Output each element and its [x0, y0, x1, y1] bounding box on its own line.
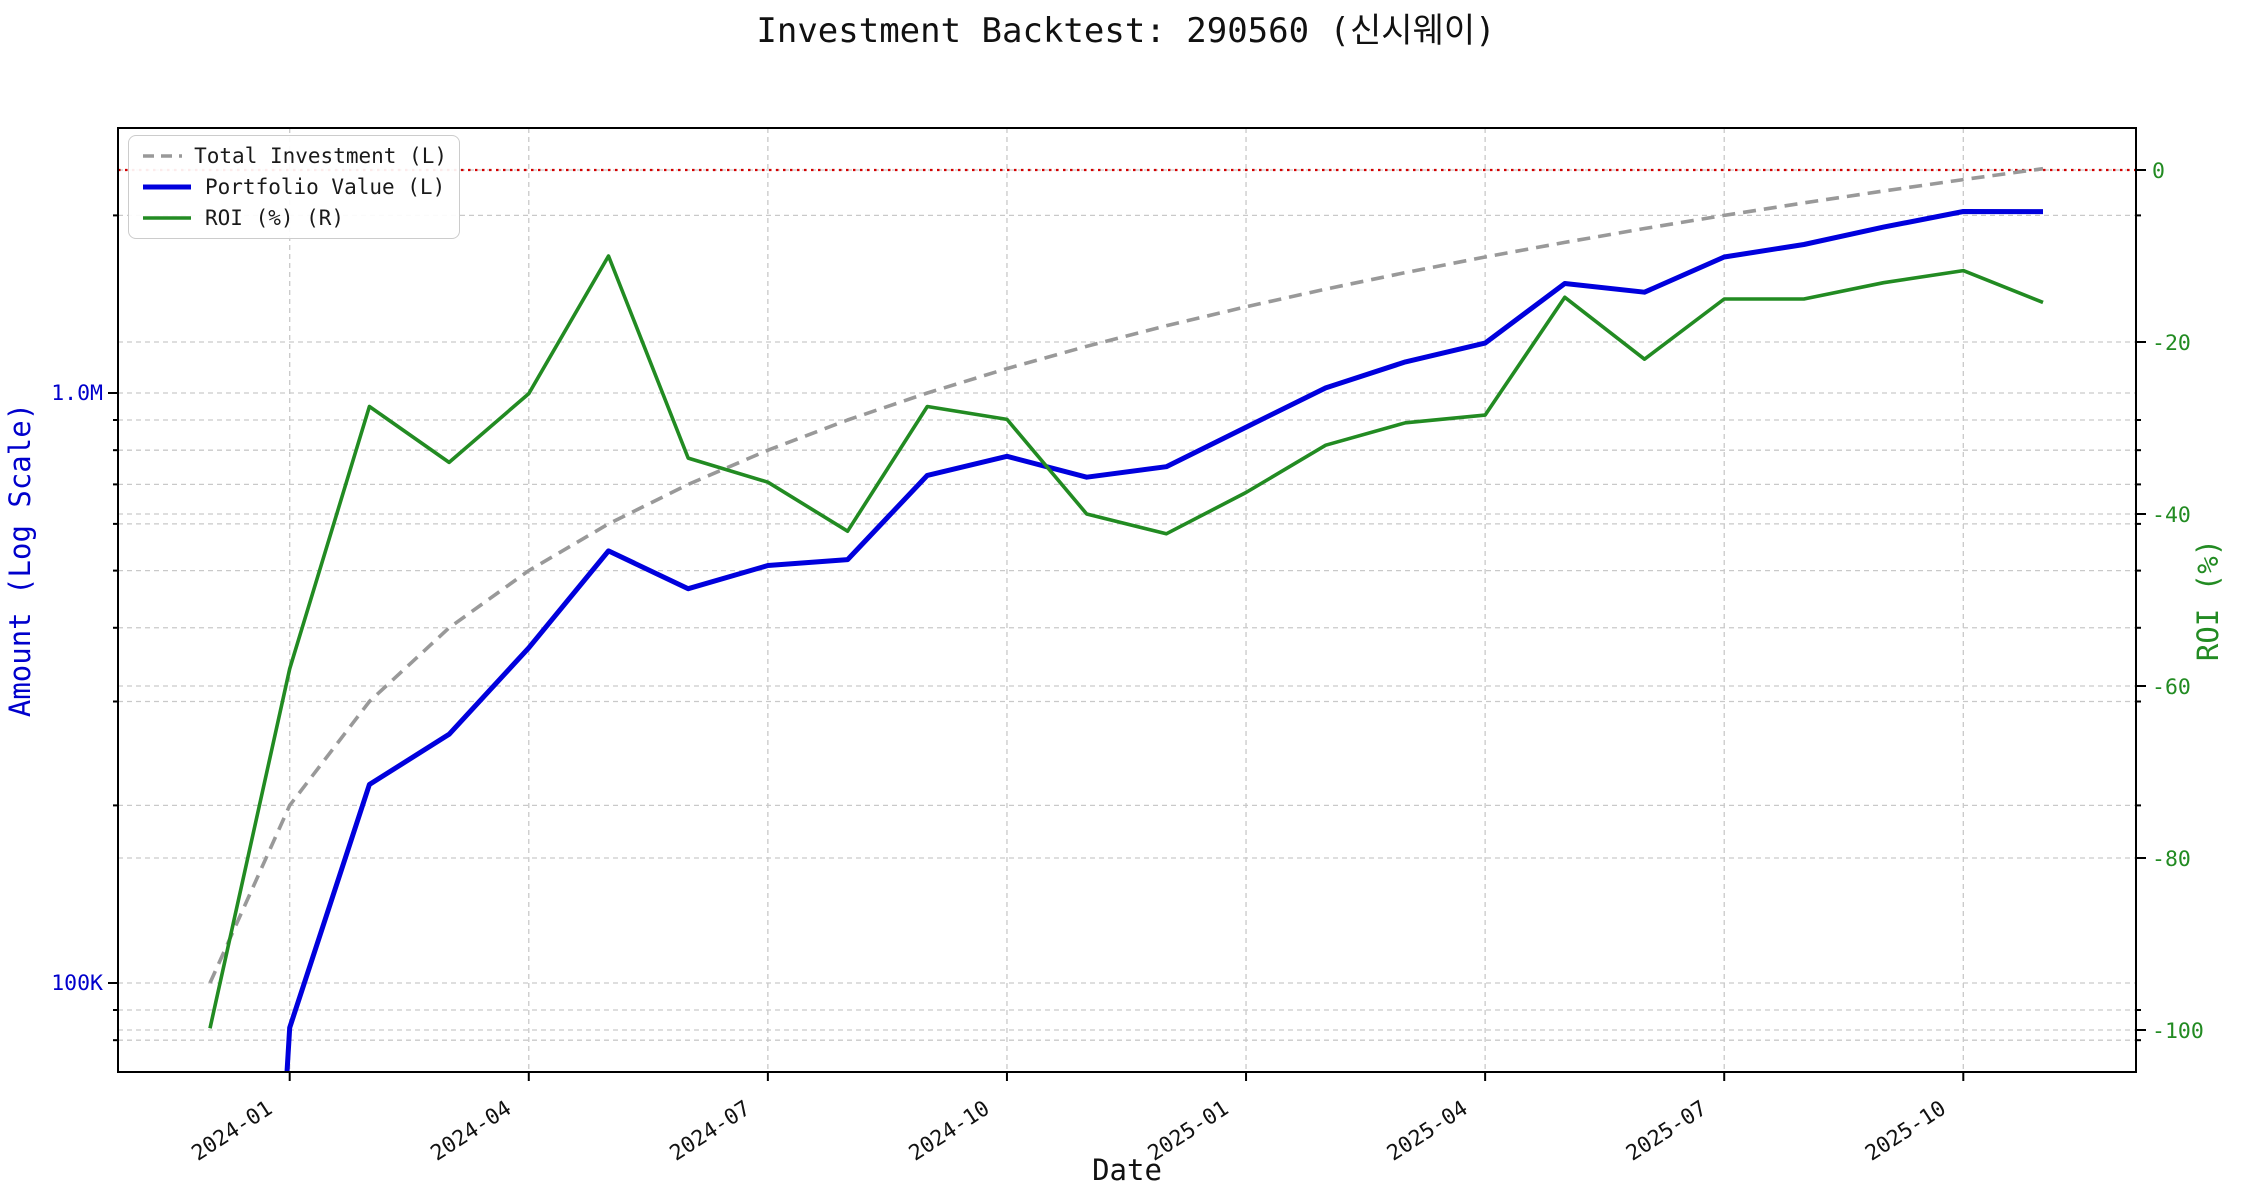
plot-border	[117, 127, 2137, 1073]
axis-ticks-and-labels: 2024-01 2024-04 2024-07 2024-10 2025-01 2025-…	[51, 159, 2204, 1166]
y-right-tick-label: -20	[2152, 331, 2191, 356]
y-right-tick-label: -40	[2152, 503, 2191, 528]
x-tick-label: 2025-10	[1861, 1096, 1951, 1166]
x-tick-label: 2024-10	[905, 1096, 995, 1166]
y-right-tick-label: -100	[2152, 1019, 2204, 1044]
left-axis-title: Amount (Log Scale)	[3, 403, 37, 717]
series-total-investment-line	[208, 166, 2044, 984]
x-tick-label: 2024-01	[187, 1096, 277, 1166]
x-tick-label: 2025-07	[1622, 1096, 1712, 1166]
legend-label: Total Investment (L)	[194, 144, 447, 169]
gridlines	[118, 128, 2136, 1072]
legend-swatch-solid-blue-icon	[143, 184, 191, 190]
legend-label: Portfolio Value (L)	[205, 174, 446, 199]
x-tick-label: 2025-04	[1383, 1096, 1473, 1166]
y-right-tick-label: -60	[2152, 675, 2191, 700]
y-left-tick-label: 100K	[51, 971, 103, 996]
legend-item-total-investment: Total Investment (L)	[141, 144, 447, 168]
series-roi-line	[208, 254, 2044, 1029]
y-right-tick-label: -80	[2152, 847, 2191, 872]
plot-frame	[117, 127, 2137, 1073]
chart-title: Investment Backtest: 290560 (신시웨이)	[756, 11, 1495, 51]
legend: Total Investment (L) Portfolio Value (L)…	[128, 135, 460, 239]
legend-item-portfolio-value: Portfolio Value (L)	[141, 175, 447, 199]
right-axis-title: ROI (%)	[2191, 539, 2225, 661]
legend-label: ROI (%) (R)	[205, 205, 345, 230]
y-right-tick-label: 0	[2152, 159, 2165, 184]
y-left-tick-label: 1.0M	[51, 381, 103, 406]
series-lines	[208, 166, 2044, 1072]
x-tick-label: 2024-04	[426, 1096, 516, 1166]
series-portfolio-value-line	[284, 209, 2044, 1072]
x-axis-title: Date	[1092, 1153, 1162, 1187]
x-tick-label: 2024-07	[666, 1096, 756, 1166]
legend-swatch-solid-green-icon	[143, 215, 191, 220]
legend-item-roi: ROI (%) (R)	[141, 206, 447, 230]
legend-swatch-dashed-gray-icon	[143, 154, 183, 159]
